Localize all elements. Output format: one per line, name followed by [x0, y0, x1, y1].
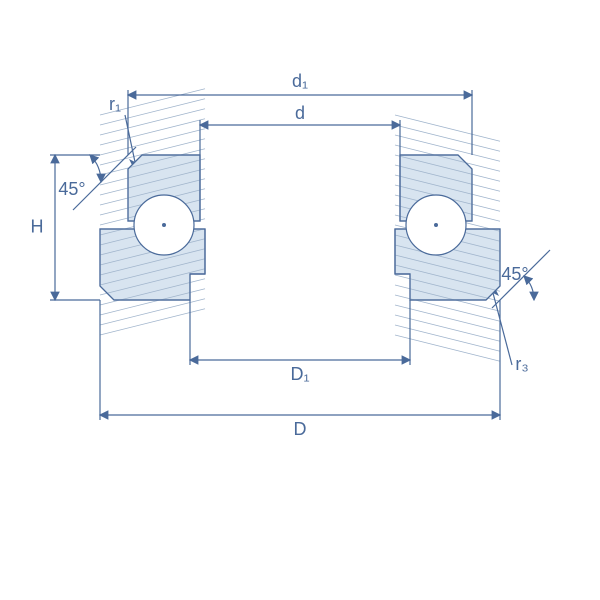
- label-D: D: [294, 419, 307, 439]
- label-r1: r₁: [109, 94, 121, 114]
- bearing-cross-section-diagram: d₁ d D₁ D Hr₁ 45° r₃ 45°: [0, 0, 600, 600]
- label-D1: D₁: [290, 364, 309, 384]
- label-angle-left: 45°: [58, 179, 85, 199]
- label-H: H: [31, 217, 44, 237]
- label-r3: r₃: [515, 354, 528, 374]
- label-angle-right: 45°: [501, 264, 528, 284]
- label-d: d: [295, 103, 305, 123]
- label-d1: d₁: [292, 71, 308, 91]
